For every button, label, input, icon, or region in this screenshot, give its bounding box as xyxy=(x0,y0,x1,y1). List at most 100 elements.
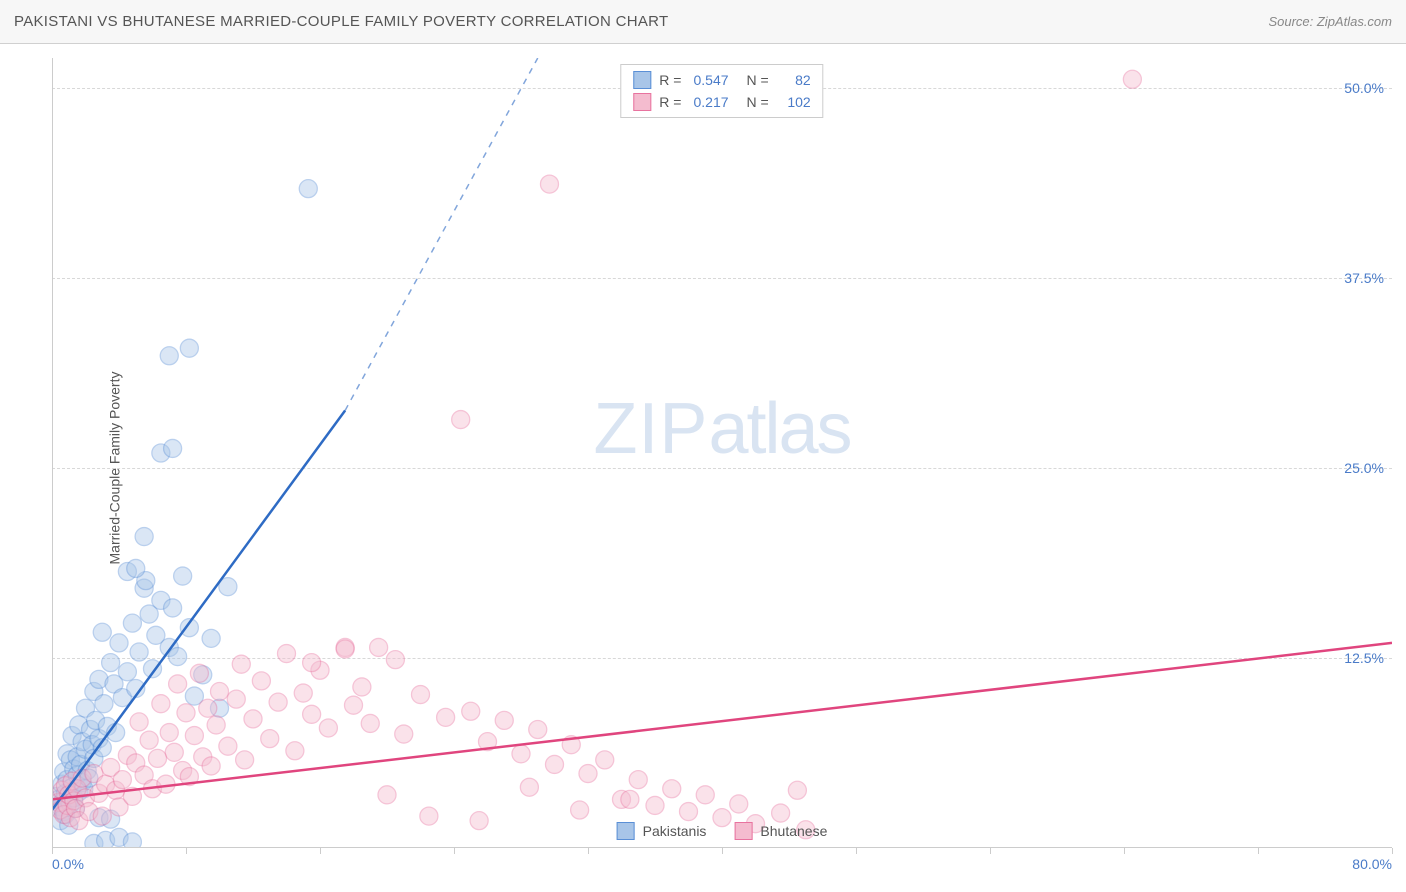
scatter-point xyxy=(95,695,113,713)
scatter-point xyxy=(110,634,128,652)
scatter-point xyxy=(130,713,148,731)
scatter-point xyxy=(123,614,141,632)
scatter-point xyxy=(130,643,148,661)
legend-r-val-0: 0.547 xyxy=(693,72,728,88)
x-tick xyxy=(1258,848,1259,854)
scatter-point xyxy=(336,640,354,658)
legend-n-val-1: 102 xyxy=(781,94,811,110)
source-prefix: Source: xyxy=(1268,14,1316,29)
scatter-point xyxy=(303,654,321,672)
scatter-point xyxy=(529,721,547,739)
scatter-point xyxy=(227,690,245,708)
scatter-point xyxy=(596,751,614,769)
regression-line-dash xyxy=(345,58,538,410)
scatter-point xyxy=(512,745,530,763)
scatter-point xyxy=(219,737,237,755)
scatter-point xyxy=(546,755,564,773)
scatter-point xyxy=(646,796,664,814)
scatter-point xyxy=(696,786,714,804)
scatter-point xyxy=(420,807,438,825)
scatter-point xyxy=(772,804,790,822)
legend-swatch-0 xyxy=(633,71,651,89)
scatter-point xyxy=(462,702,480,720)
scatter-point xyxy=(160,724,178,742)
scatter-point xyxy=(452,411,470,429)
x-tick xyxy=(320,848,321,854)
legend-bottom-item-0: Pakistanis xyxy=(617,822,707,840)
scatter-point xyxy=(164,599,182,617)
scatter-point xyxy=(470,812,488,830)
scatter-point xyxy=(169,675,187,693)
legend-r-label-0: R = xyxy=(659,72,681,88)
scatter-point xyxy=(278,645,296,663)
x-tick xyxy=(52,848,53,854)
scatter-point xyxy=(663,780,681,798)
legend-r-label-1: R = xyxy=(659,94,681,110)
chart-source: Source: ZipAtlas.com xyxy=(1268,14,1392,29)
scatter-point xyxy=(353,678,371,696)
scatter-point xyxy=(386,651,404,669)
chart-title: PAKISTANI VS BHUTANESE MARRIED-COUPLE FA… xyxy=(14,13,668,30)
scatter-point xyxy=(202,629,220,647)
y-axis-line xyxy=(52,58,53,848)
scatter-point xyxy=(345,696,363,714)
x-tick xyxy=(588,848,589,854)
scatter-point xyxy=(730,795,748,813)
scatter-point xyxy=(437,708,455,726)
legend-bottom-label-0: Pakistanis xyxy=(643,823,707,839)
scatter-point xyxy=(319,719,337,737)
scatter-point xyxy=(199,699,217,717)
scatter-point xyxy=(520,778,538,796)
scatter-point xyxy=(123,833,141,848)
scatter-point xyxy=(93,623,111,641)
scatter-point xyxy=(169,648,187,666)
scatter-point xyxy=(680,803,698,821)
scatter-point xyxy=(135,528,153,546)
scatter-point xyxy=(93,807,111,825)
scatter-point xyxy=(102,654,120,672)
scatter-point xyxy=(152,695,170,713)
x-tick xyxy=(1392,848,1393,854)
scatter-point xyxy=(190,664,208,682)
scatter-point xyxy=(211,683,229,701)
x-right-label: 80.0% xyxy=(1352,856,1392,872)
scatter-point xyxy=(1123,70,1141,88)
scatter-point xyxy=(269,693,287,711)
scatter-point xyxy=(579,765,597,783)
scatter-point xyxy=(113,771,131,789)
x-left-label: 0.0% xyxy=(52,856,84,872)
legend-stats-row-1: R = 0.217 N = 102 xyxy=(633,91,810,113)
scatter-point xyxy=(140,731,158,749)
scatter-point xyxy=(180,339,198,357)
plot-area: ZIPatlas 12.5%25.0%37.5%50.0% 0.0% 80.0%… xyxy=(52,58,1392,848)
scatter-point xyxy=(174,567,192,585)
chart-header: PAKISTANI VS BHUTANESE MARRIED-COUPLE FA… xyxy=(0,0,1406,44)
x-tick xyxy=(990,848,991,854)
scatter-point xyxy=(207,716,225,734)
scatter-point xyxy=(236,751,254,769)
scatter-point xyxy=(395,725,413,743)
x-tick xyxy=(454,848,455,854)
scatter-point xyxy=(252,672,270,690)
scatter-point xyxy=(232,655,250,673)
scatter-point xyxy=(370,638,388,656)
scatter-point xyxy=(412,686,430,704)
scatter-point xyxy=(788,781,806,799)
chart-container: Married-Couple Family Poverty ZIPatlas 1… xyxy=(0,44,1406,892)
legend-bottom: Pakistanis Bhutanese xyxy=(617,822,828,840)
source-name: ZipAtlas.com xyxy=(1317,14,1392,29)
scatter-point xyxy=(303,705,321,723)
plot-svg xyxy=(52,58,1392,848)
scatter-point xyxy=(165,743,183,761)
legend-bottom-item-1: Bhutanese xyxy=(734,822,827,840)
legend-bottom-swatch-0 xyxy=(617,822,635,840)
legend-bottom-swatch-1 xyxy=(734,822,752,840)
legend-bottom-label-1: Bhutanese xyxy=(760,823,827,839)
scatter-point xyxy=(540,175,558,193)
scatter-point xyxy=(127,559,145,577)
legend-n-label-0: N = xyxy=(747,72,769,88)
legend-stats: R = 0.547 N = 82 R = 0.217 N = 102 xyxy=(620,64,823,118)
x-tick xyxy=(186,848,187,854)
scatter-point xyxy=(261,730,279,748)
scatter-point xyxy=(629,771,647,789)
